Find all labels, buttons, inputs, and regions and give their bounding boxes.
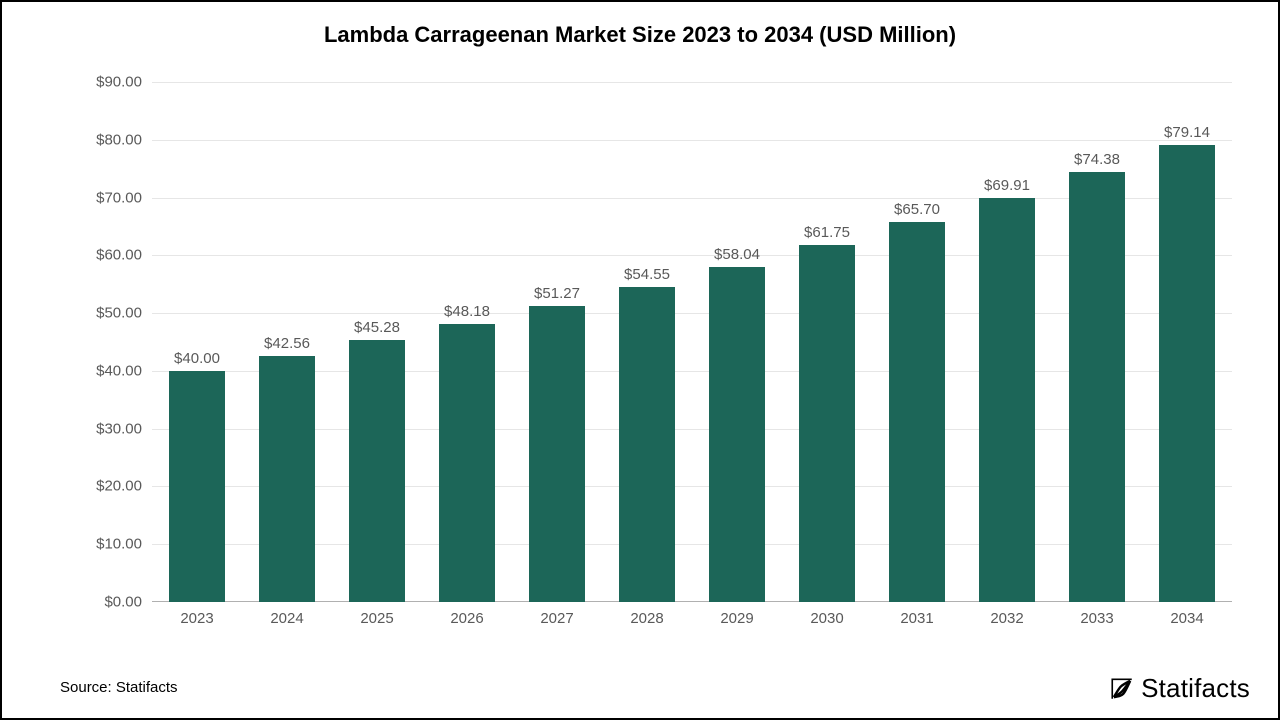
bar <box>709 267 765 602</box>
chart-frame: Lambda Carrageenan Market Size 2023 to 2… <box>0 0 1280 720</box>
gridline <box>152 82 1232 83</box>
bar-value-label: $45.28 <box>354 319 400 340</box>
bar <box>979 198 1035 602</box>
chart-title: Lambda Carrageenan Market Size 2023 to 2… <box>2 22 1278 48</box>
x-tick-label: 2025 <box>360 610 393 627</box>
bar-value-label: $69.91 <box>984 177 1030 198</box>
y-tick-label: $80.00 <box>96 131 142 148</box>
bar <box>439 324 495 602</box>
bar-value-label: $48.18 <box>444 303 490 324</box>
x-tick-label: 2029 <box>720 610 753 627</box>
x-tick-label: 2027 <box>540 610 573 627</box>
x-tick-label: 2031 <box>900 610 933 627</box>
bar-value-label: $79.14 <box>1164 124 1210 145</box>
bar-value-label: $65.70 <box>894 201 940 222</box>
y-tick-label: $20.00 <box>96 478 142 495</box>
y-tick-label: $0.00 <box>104 594 142 611</box>
source-label: Source: Statifacts <box>60 679 178 696</box>
bar <box>349 340 405 602</box>
x-tick-label: 2023 <box>180 610 213 627</box>
brand-logo: Statifacts <box>1109 673 1250 704</box>
bar <box>799 245 855 602</box>
bar-value-label: $61.75 <box>804 224 850 245</box>
x-tick-label: 2034 <box>1170 610 1203 627</box>
bar-value-label: $54.55 <box>624 266 670 287</box>
y-tick-label: $30.00 <box>96 420 142 437</box>
bar-value-label: $40.00 <box>174 350 220 371</box>
bar-value-label: $74.38 <box>1074 151 1120 172</box>
x-tick-label: 2030 <box>810 610 843 627</box>
bar <box>169 371 225 602</box>
gridline <box>152 140 1232 141</box>
bar-value-label: $42.56 <box>264 335 310 356</box>
y-tick-label: $40.00 <box>96 362 142 379</box>
bar <box>619 287 675 602</box>
bar <box>529 306 585 602</box>
y-tick-label: $10.00 <box>96 536 142 553</box>
y-tick-label: $60.00 <box>96 247 142 264</box>
bar <box>1159 145 1215 602</box>
bar-value-label: $58.04 <box>714 246 760 267</box>
y-tick-label: $90.00 <box>96 74 142 91</box>
x-tick-label: 2024 <box>270 610 303 627</box>
bar <box>259 356 315 602</box>
bar-value-label: $51.27 <box>534 285 580 306</box>
brand-text: Statifacts <box>1141 673 1250 704</box>
plot-area: $0.00$10.00$20.00$30.00$40.00$50.00$60.0… <box>152 82 1232 602</box>
x-tick-label: 2026 <box>450 610 483 627</box>
x-tick-label: 2033 <box>1080 610 1113 627</box>
statifacts-icon <box>1109 676 1135 702</box>
x-tick-label: 2028 <box>630 610 663 627</box>
x-tick-label: 2032 <box>990 610 1023 627</box>
y-tick-label: $50.00 <box>96 305 142 322</box>
bar <box>1069 172 1125 602</box>
y-tick-label: $70.00 <box>96 189 142 206</box>
bar <box>889 222 945 602</box>
